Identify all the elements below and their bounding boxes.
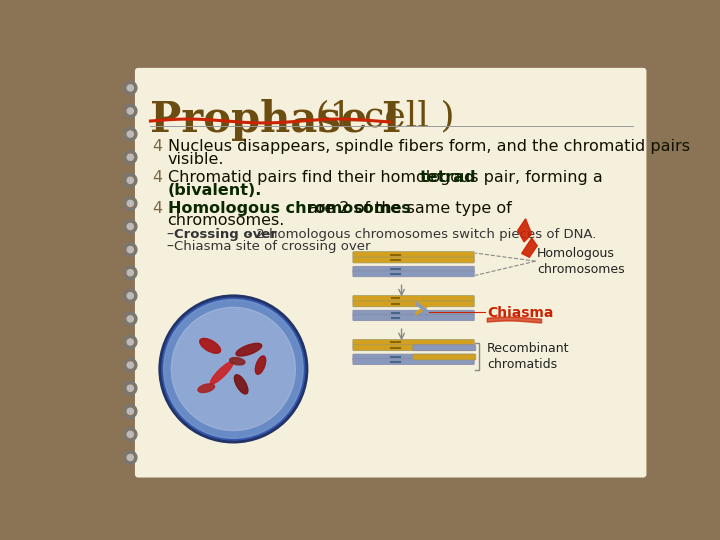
Circle shape <box>126 222 135 231</box>
Circle shape <box>127 85 133 91</box>
Circle shape <box>163 300 303 438</box>
Circle shape <box>124 151 137 164</box>
Circle shape <box>124 266 137 279</box>
FancyBboxPatch shape <box>353 354 474 360</box>
Text: Homologous
chromosomes: Homologous chromosomes <box>537 247 625 275</box>
Circle shape <box>124 312 137 326</box>
Ellipse shape <box>210 362 233 384</box>
Text: –: – <box>166 240 173 254</box>
Circle shape <box>126 361 135 369</box>
Circle shape <box>126 338 135 346</box>
FancyBboxPatch shape <box>413 345 476 350</box>
FancyBboxPatch shape <box>353 266 474 272</box>
FancyBboxPatch shape <box>135 68 647 477</box>
Circle shape <box>126 130 135 138</box>
Circle shape <box>127 316 133 322</box>
Circle shape <box>124 289 137 302</box>
Text: Nucleus disappears, spindle fibers form, and the chromatid pairs: Nucleus disappears, spindle fibers form,… <box>168 139 690 154</box>
Circle shape <box>124 220 137 233</box>
Circle shape <box>124 82 137 94</box>
Circle shape <box>126 84 135 92</box>
FancyBboxPatch shape <box>353 301 474 307</box>
Circle shape <box>127 108 133 114</box>
FancyBboxPatch shape <box>353 257 474 263</box>
Circle shape <box>126 407 135 416</box>
Circle shape <box>126 107 135 115</box>
Circle shape <box>126 176 135 185</box>
Text: –: – <box>166 228 173 242</box>
FancyBboxPatch shape <box>353 252 474 258</box>
Circle shape <box>124 359 137 372</box>
Circle shape <box>127 362 133 368</box>
Ellipse shape <box>230 357 245 365</box>
Circle shape <box>127 224 133 230</box>
Circle shape <box>126 199 135 208</box>
Circle shape <box>171 307 295 430</box>
Text: (1 cell ): (1 cell ) <box>304 99 454 133</box>
FancyBboxPatch shape <box>353 359 474 364</box>
Text: 4: 4 <box>152 170 162 185</box>
Circle shape <box>126 315 135 323</box>
Text: 4: 4 <box>152 201 162 216</box>
Ellipse shape <box>236 343 261 356</box>
Circle shape <box>127 293 133 299</box>
Text: (bivalent).: (bivalent). <box>168 183 262 198</box>
Text: Recombinant
chromatids: Recombinant chromatids <box>487 342 570 371</box>
Text: Homologous chromosomes: Homologous chromosomes <box>168 201 410 216</box>
Circle shape <box>124 127 137 140</box>
Circle shape <box>127 247 133 253</box>
Circle shape <box>127 177 133 184</box>
Circle shape <box>127 200 133 206</box>
Text: 4: 4 <box>152 139 162 154</box>
Circle shape <box>127 431 133 437</box>
Ellipse shape <box>235 375 248 394</box>
FancyBboxPatch shape <box>353 295 474 301</box>
Circle shape <box>126 268 135 277</box>
FancyBboxPatch shape <box>353 315 474 321</box>
Ellipse shape <box>199 339 220 353</box>
Polygon shape <box>522 238 537 257</box>
Circle shape <box>126 430 135 438</box>
Text: are 2 of the same type of: are 2 of the same type of <box>303 201 512 216</box>
Text: Chiasma site of crossing over: Chiasma site of crossing over <box>174 240 370 253</box>
Circle shape <box>124 382 137 395</box>
Circle shape <box>127 269 133 276</box>
Circle shape <box>127 455 133 461</box>
Circle shape <box>124 405 137 418</box>
Text: visible.: visible. <box>168 152 224 167</box>
Circle shape <box>160 296 307 442</box>
Circle shape <box>124 428 137 441</box>
FancyBboxPatch shape <box>353 271 474 277</box>
Circle shape <box>127 385 133 392</box>
Circle shape <box>124 451 137 464</box>
Circle shape <box>126 292 135 300</box>
Circle shape <box>124 335 137 348</box>
Text: - 2 homologous chromosomes switch pieces of DNA.: - 2 homologous chromosomes switch pieces… <box>243 228 597 241</box>
Ellipse shape <box>256 356 266 374</box>
Text: Chiasma: Chiasma <box>487 306 553 320</box>
FancyBboxPatch shape <box>353 310 474 316</box>
Circle shape <box>126 453 135 462</box>
Circle shape <box>124 243 137 256</box>
Circle shape <box>127 131 133 137</box>
Text: tetrad: tetrad <box>419 170 476 185</box>
Circle shape <box>124 174 137 187</box>
Circle shape <box>124 104 137 118</box>
Polygon shape <box>518 219 532 242</box>
Ellipse shape <box>198 384 215 393</box>
Circle shape <box>124 197 137 210</box>
Circle shape <box>126 384 135 393</box>
Circle shape <box>127 408 133 414</box>
Circle shape <box>126 245 135 254</box>
Text: chromosomes.: chromosomes. <box>168 213 285 228</box>
Text: Prophase I: Prophase I <box>150 99 402 141</box>
Text: Chromatid pairs find their homologous pair, forming a: Chromatid pairs find their homologous pa… <box>168 170 608 185</box>
Text: Crossing over: Crossing over <box>174 228 276 241</box>
Circle shape <box>127 339 133 345</box>
FancyBboxPatch shape <box>353 340 474 345</box>
FancyBboxPatch shape <box>353 345 474 350</box>
Circle shape <box>127 154 133 160</box>
FancyBboxPatch shape <box>413 354 476 360</box>
Circle shape <box>126 153 135 161</box>
